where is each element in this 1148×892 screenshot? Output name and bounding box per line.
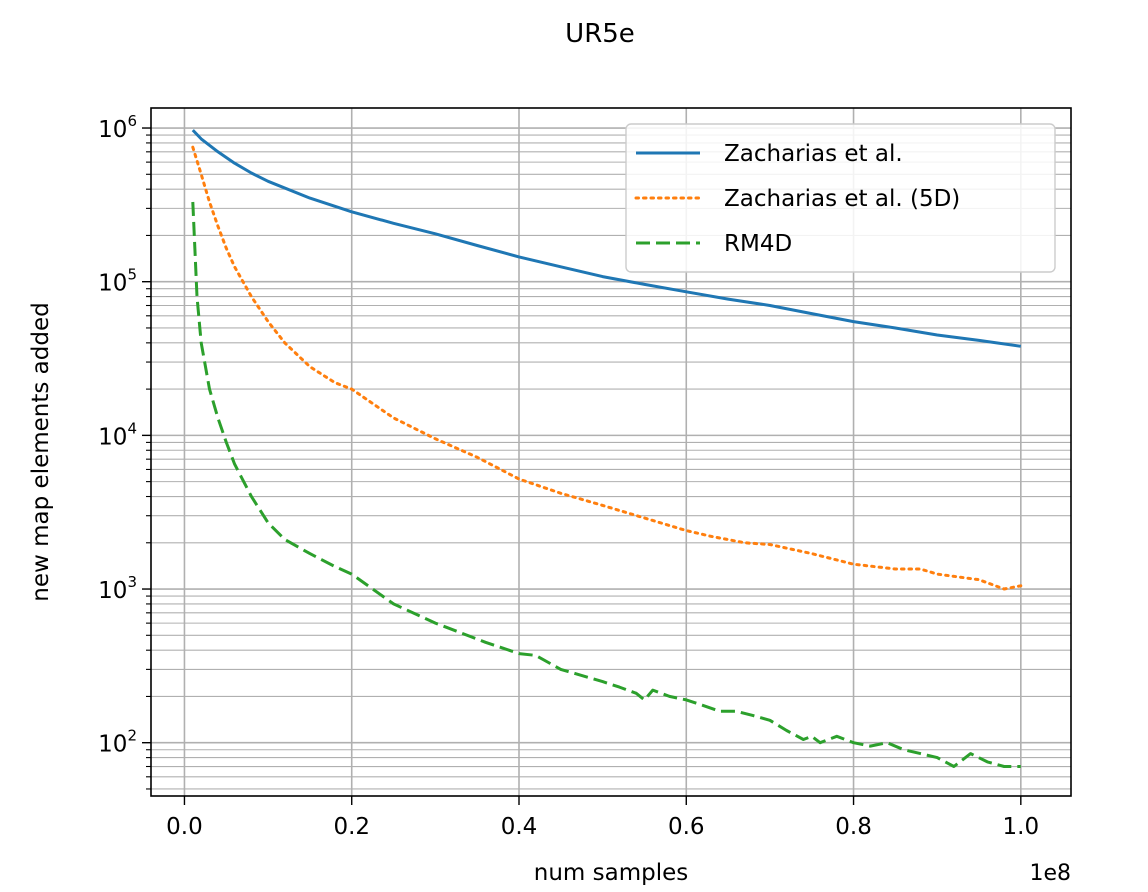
y-tick-label: 102 <box>98 727 137 758</box>
plot-series <box>191 129 1023 768</box>
x-tick-label: 0.8 <box>835 814 872 840</box>
x-tick-label: 0.6 <box>668 814 705 840</box>
y-axis-label: new map elements added <box>28 302 54 601</box>
x-tick-label: 0.4 <box>501 814 538 840</box>
legend: Zacharias et al. Zacharias et al. (5D) RM4… <box>625 123 1056 273</box>
x-tick-label: 0.2 <box>333 814 370 840</box>
y-tick-label: 104 <box>98 419 137 450</box>
plot-frame <box>150 107 1072 797</box>
legend-box <box>625 123 1056 273</box>
x-axis-label: num samples <box>534 860 688 886</box>
x-tick-label: 0.0 <box>166 814 203 840</box>
axis-ticks: 102 103 104 105 106 0.0 0.2 0.4 0.6 0.8 1.0 <box>98 112 1039 840</box>
series-line-zacharias-et-al <box>191 129 1022 348</box>
legend-label: Zacharias et al. <box>724 141 903 167</box>
y-tick-label: 105 <box>98 266 137 297</box>
legend-label: Zacharias et al. (5D) <box>724 186 960 212</box>
legend-label: RM4D <box>724 231 792 257</box>
chart-title: UR5e <box>565 19 635 49</box>
grid <box>151 108 1071 796</box>
y-tick-label: 103 <box>98 573 137 604</box>
x-axis-offset-text: 1e8 <box>1029 861 1071 886</box>
series-line-rm4d <box>191 201 1021 768</box>
x-tick-label: 1.0 <box>1003 814 1040 840</box>
series-line-zacharias-et-al-5d <box>191 145 1023 591</box>
y-tick-label: 106 <box>98 112 137 143</box>
